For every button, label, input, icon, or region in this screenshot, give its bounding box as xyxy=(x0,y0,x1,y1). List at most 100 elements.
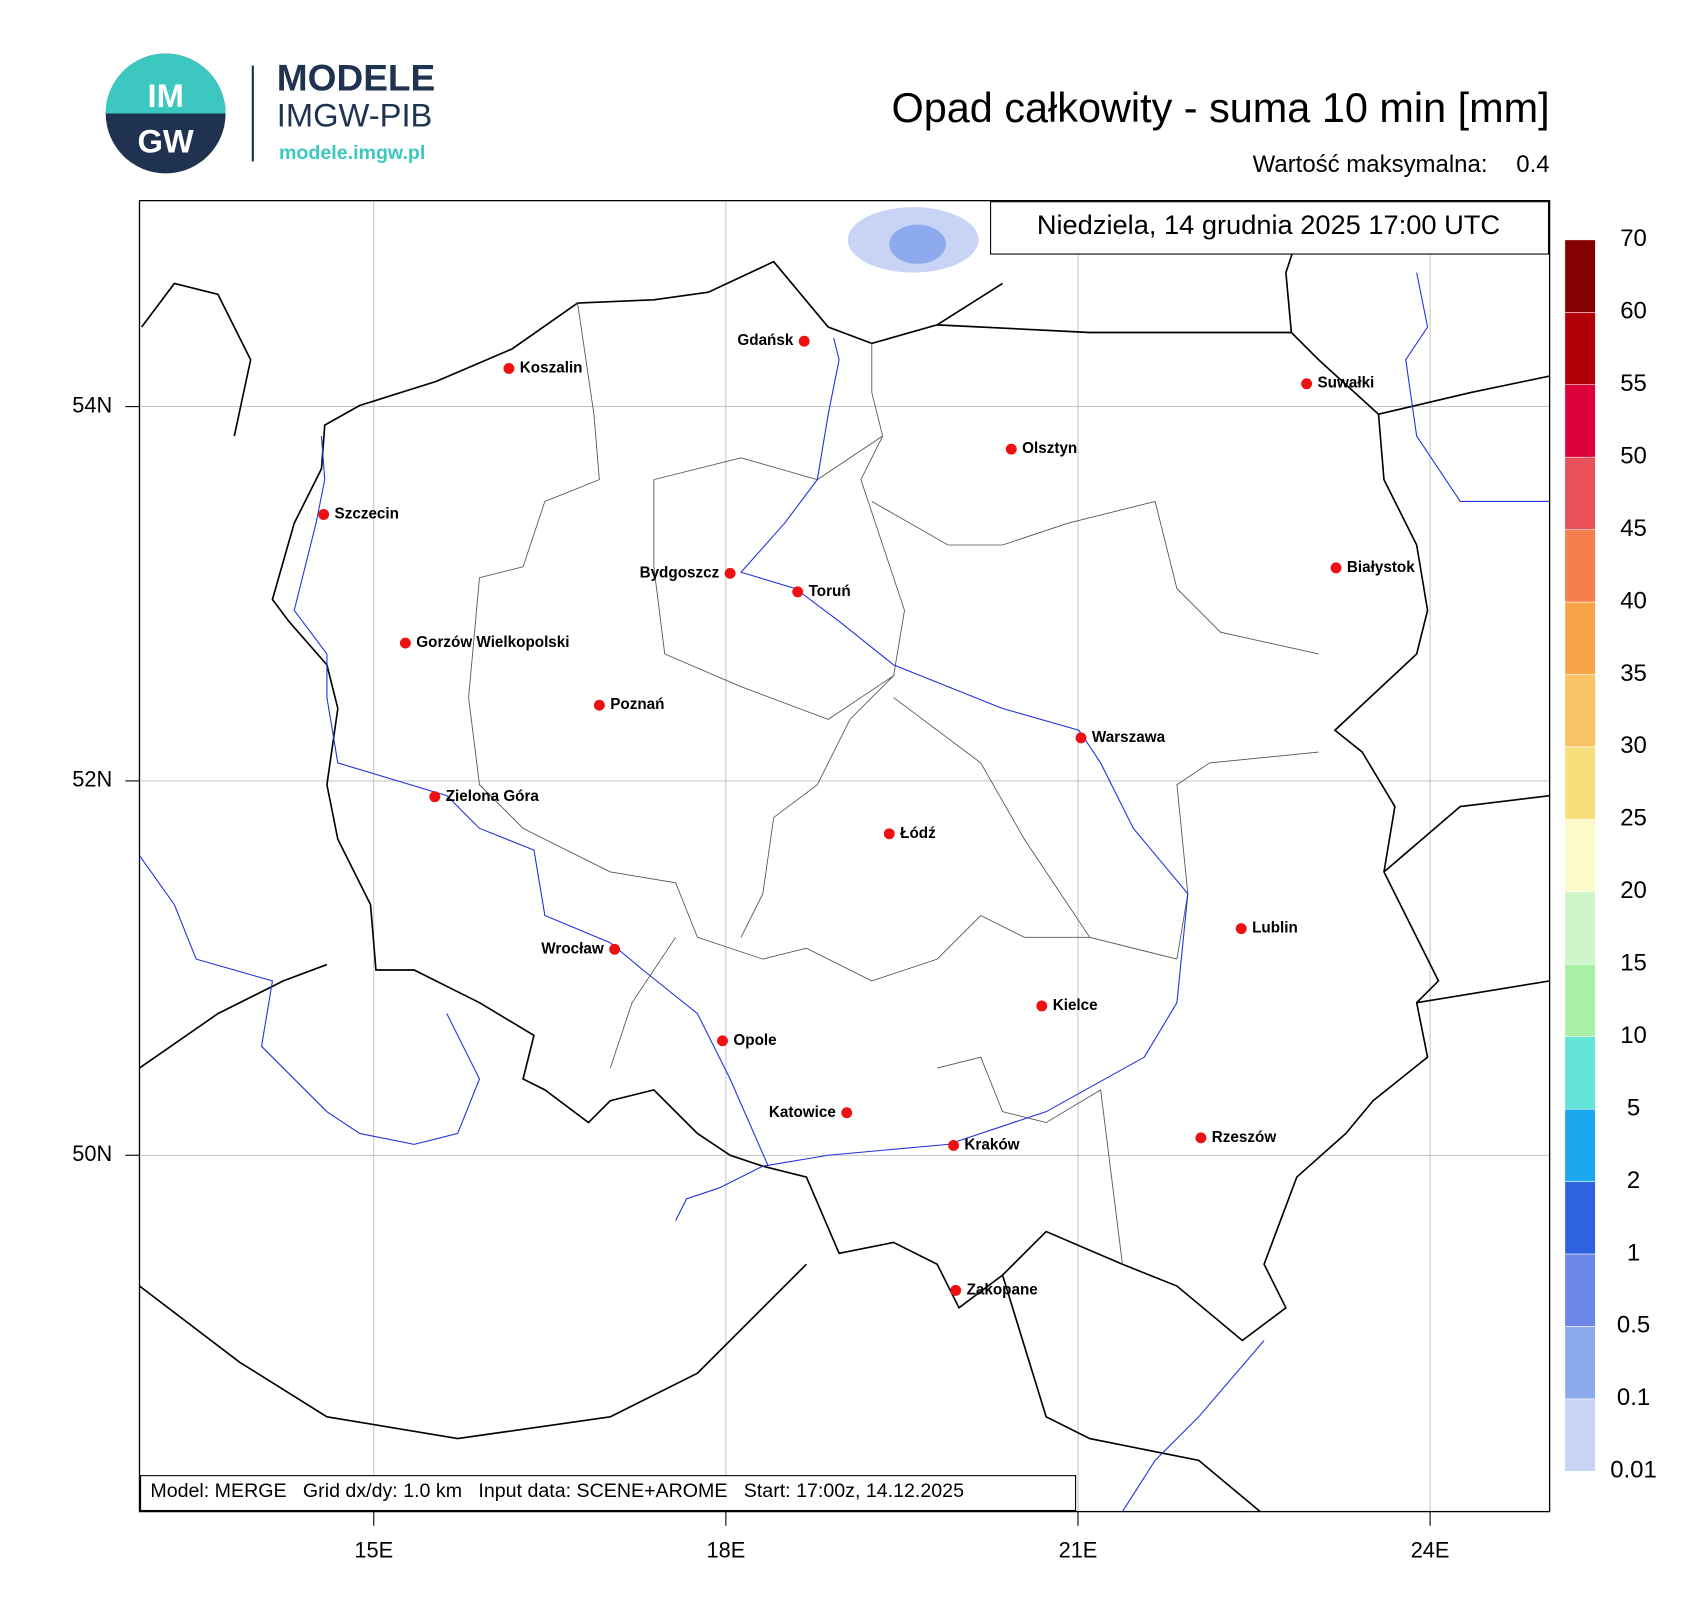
city-dot xyxy=(1235,923,1247,935)
legend-label: 15 xyxy=(1620,950,1647,977)
border xyxy=(271,260,1440,1342)
legend-label: 2 xyxy=(1627,1167,1640,1194)
city-dot xyxy=(798,335,810,347)
map: Gdańsk Koszalin Suwałki Olsztyn Szczecin Biał… xyxy=(139,200,1550,1512)
city-dot xyxy=(1330,562,1342,574)
city-dot xyxy=(950,1284,962,1296)
legend-label: 45 xyxy=(1620,515,1647,542)
legend-label: 35 xyxy=(1620,660,1647,687)
legend-label: 55 xyxy=(1620,370,1647,397)
legend-swatch xyxy=(1564,674,1596,748)
legend-swatch xyxy=(1564,1253,1596,1327)
city-label: Suwałki xyxy=(1318,375,1375,392)
y-tick-label: 50N xyxy=(72,1141,112,1166)
legend-swatch xyxy=(1564,1036,1596,1110)
legend-swatch xyxy=(1564,239,1596,313)
city-label: Koszalin xyxy=(520,359,583,376)
date-box xyxy=(990,201,1550,255)
legend-label: 40 xyxy=(1620,587,1647,614)
city-dot xyxy=(503,363,515,374)
legend-swatch xyxy=(1564,1326,1596,1400)
legend-label: 0.5 xyxy=(1617,1312,1650,1339)
city-dot xyxy=(1301,378,1313,390)
city-label: Zielona Góra xyxy=(446,788,540,805)
x-tick-label: 24E xyxy=(1411,1538,1450,1563)
brand-sub: IMGW-PIB xyxy=(277,96,433,133)
legend-label: 25 xyxy=(1620,805,1647,832)
city-label: Gdańsk xyxy=(737,332,793,349)
city-label: Białystok xyxy=(1347,559,1415,576)
city-label: Warszawa xyxy=(1092,729,1166,746)
city-label: Gorzów Wielkopolski xyxy=(416,634,569,651)
legend-label: 5 xyxy=(1627,1094,1640,1121)
city-dot xyxy=(1075,732,1087,744)
legend-label: 70 xyxy=(1620,225,1647,252)
city-label: Wrocław xyxy=(541,940,604,957)
region-border xyxy=(468,303,1319,1265)
x-tick-label: 21E xyxy=(1059,1538,1098,1563)
logo-text: GW xyxy=(138,123,194,160)
city-label: Kraków xyxy=(964,1136,1019,1153)
max-value: 0.4 xyxy=(1516,151,1549,178)
city-dot xyxy=(717,1035,728,1047)
footer-box xyxy=(140,1475,1077,1512)
city-dot xyxy=(948,1140,959,1151)
city-dot xyxy=(429,791,441,803)
city-dot xyxy=(399,637,411,649)
city-dot xyxy=(318,509,330,520)
brand: MODELE xyxy=(277,57,435,99)
city-label: Kielce xyxy=(1053,997,1098,1014)
legend-swatch xyxy=(1564,1181,1596,1255)
city-label: Katowice xyxy=(769,1104,836,1121)
legend-swatch xyxy=(1564,746,1596,820)
city-dot xyxy=(1005,443,1017,455)
legend-label: 0.01 xyxy=(1610,1457,1657,1484)
y-tick-label: 52N xyxy=(72,767,112,792)
city-label: Szczecin xyxy=(335,506,399,523)
map-frame xyxy=(138,199,1551,1513)
max-label: Wartość maksymalna: xyxy=(1253,151,1488,178)
city-label: Poznań xyxy=(610,696,664,713)
footer: Model: MERGE Grid dx/dy: 1.0 km Input da… xyxy=(150,1480,964,1502)
city-label: Zakopane xyxy=(967,1281,1038,1298)
logo-text: IM xyxy=(147,77,183,114)
city-dot xyxy=(593,699,605,711)
legend-swatch xyxy=(1564,1108,1596,1182)
legend-swatch xyxy=(1564,819,1596,893)
city-label: Rzeszów xyxy=(1212,1129,1277,1146)
url: modele.imgw.pl xyxy=(279,142,425,164)
legend-swatch xyxy=(1564,963,1596,1037)
x-tick-label: 15E xyxy=(354,1538,393,1563)
legend-label: 0.1 xyxy=(1617,1384,1650,1411)
legend-swatch xyxy=(1564,891,1596,965)
date: Niedziela, 14 grudnia 2025 17:00 UTC xyxy=(1037,209,1500,240)
city-label: Olsztyn xyxy=(1022,440,1077,457)
legend-swatch xyxy=(1564,529,1596,603)
legend-label: 20 xyxy=(1620,877,1647,904)
x-tick-label: 18E xyxy=(706,1538,745,1563)
city-dot xyxy=(841,1107,853,1119)
city-label: Bydgoszcz xyxy=(640,564,720,581)
y-tick-label: 54N xyxy=(72,392,112,417)
legend-swatch xyxy=(1564,384,1596,458)
legend-label: 1 xyxy=(1627,1239,1640,1266)
city-label: Opole xyxy=(733,1032,776,1049)
city-label: Łódź xyxy=(900,825,936,842)
precip-area xyxy=(889,224,946,264)
logo-top xyxy=(105,53,226,114)
city-dot xyxy=(1036,1000,1048,1012)
city-dot xyxy=(792,586,804,598)
legend-label: 10 xyxy=(1620,1022,1647,1049)
river xyxy=(139,272,1550,1512)
map-title: Opad całkowity - suma 10 min [mm] xyxy=(892,85,1550,131)
city-dot xyxy=(1195,1132,1207,1144)
city-dot xyxy=(609,943,621,955)
border xyxy=(139,206,1550,1512)
legend-swatch xyxy=(1564,1398,1596,1472)
city-dot xyxy=(883,828,895,840)
city-dot xyxy=(724,567,736,579)
legend-label: 30 xyxy=(1620,732,1647,759)
legend-swatch xyxy=(1564,456,1596,530)
legend-swatch xyxy=(1564,312,1596,386)
logo: IM GW MODELE IMGW-PIB modele.imgw.pl xyxy=(105,53,435,174)
